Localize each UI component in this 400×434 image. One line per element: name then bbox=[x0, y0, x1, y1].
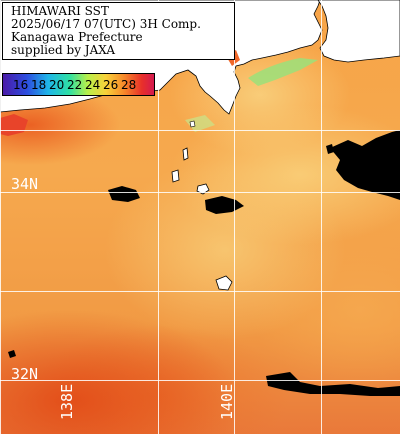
info-area: Kanagawa Prefecture bbox=[11, 30, 143, 44]
info-credit: supplied by JAXA bbox=[11, 43, 116, 57]
colorbar-tick: 20 bbox=[49, 77, 65, 92]
izu-island-niijima bbox=[182, 147, 189, 161]
no-data-cloud-center bbox=[205, 196, 244, 214]
lat-label-32n: 32N bbox=[11, 365, 39, 383]
small-island bbox=[189, 120, 196, 128]
grid-line-137e bbox=[0, 0, 1, 434]
boso-land bbox=[317, 0, 400, 63]
grid-line-139e bbox=[321, 0, 322, 434]
grid-line-138e bbox=[158, 0, 159, 434]
colorbar-tick: 16 bbox=[13, 77, 29, 92]
no-data-speck-1 bbox=[8, 350, 16, 358]
no-data-cloud-east bbox=[330, 130, 400, 200]
no-data-cloud-west bbox=[108, 186, 140, 202]
info-box: HIMAWARI SST 2025/06/17 07(UTC) 3H Comp.… bbox=[2, 2, 235, 60]
info-title: HIMAWARI SST bbox=[11, 4, 109, 18]
grid-line-33n bbox=[0, 291, 400, 292]
cool-coastal-water-2 bbox=[185, 115, 215, 132]
no-data-speck-2 bbox=[326, 144, 334, 154]
grid-line-140e bbox=[234, 0, 235, 434]
colorbar-tick: 18 bbox=[31, 77, 47, 92]
lon-label-138e: 138E bbox=[58, 383, 76, 420]
info-date: 2025/06/17 07(UTC) 3H Comp. bbox=[11, 17, 201, 31]
lat-label-34n: 34N bbox=[11, 175, 39, 193]
colorbar-tick: 26 bbox=[103, 77, 119, 92]
hot-water-patch-west bbox=[0, 114, 28, 136]
no-data-cloud-south bbox=[266, 372, 400, 396]
sst-colorbar: 16 18 20 22 24 26 28 bbox=[2, 73, 155, 96]
colorbar-tick: 22 bbox=[67, 77, 83, 92]
grid-line-34n bbox=[0, 192, 400, 193]
izu-island-kozu bbox=[171, 169, 180, 183]
colorbar-tick: 28 bbox=[121, 77, 137, 92]
colorbar-tick: 24 bbox=[85, 77, 101, 92]
grid-line-32n bbox=[0, 380, 400, 381]
lon-label-140e: 140E bbox=[218, 383, 236, 420]
grid-line-34-5n bbox=[0, 130, 400, 131]
izu-island-miyake bbox=[215, 275, 233, 291]
cool-coastal-water bbox=[248, 58, 318, 86]
